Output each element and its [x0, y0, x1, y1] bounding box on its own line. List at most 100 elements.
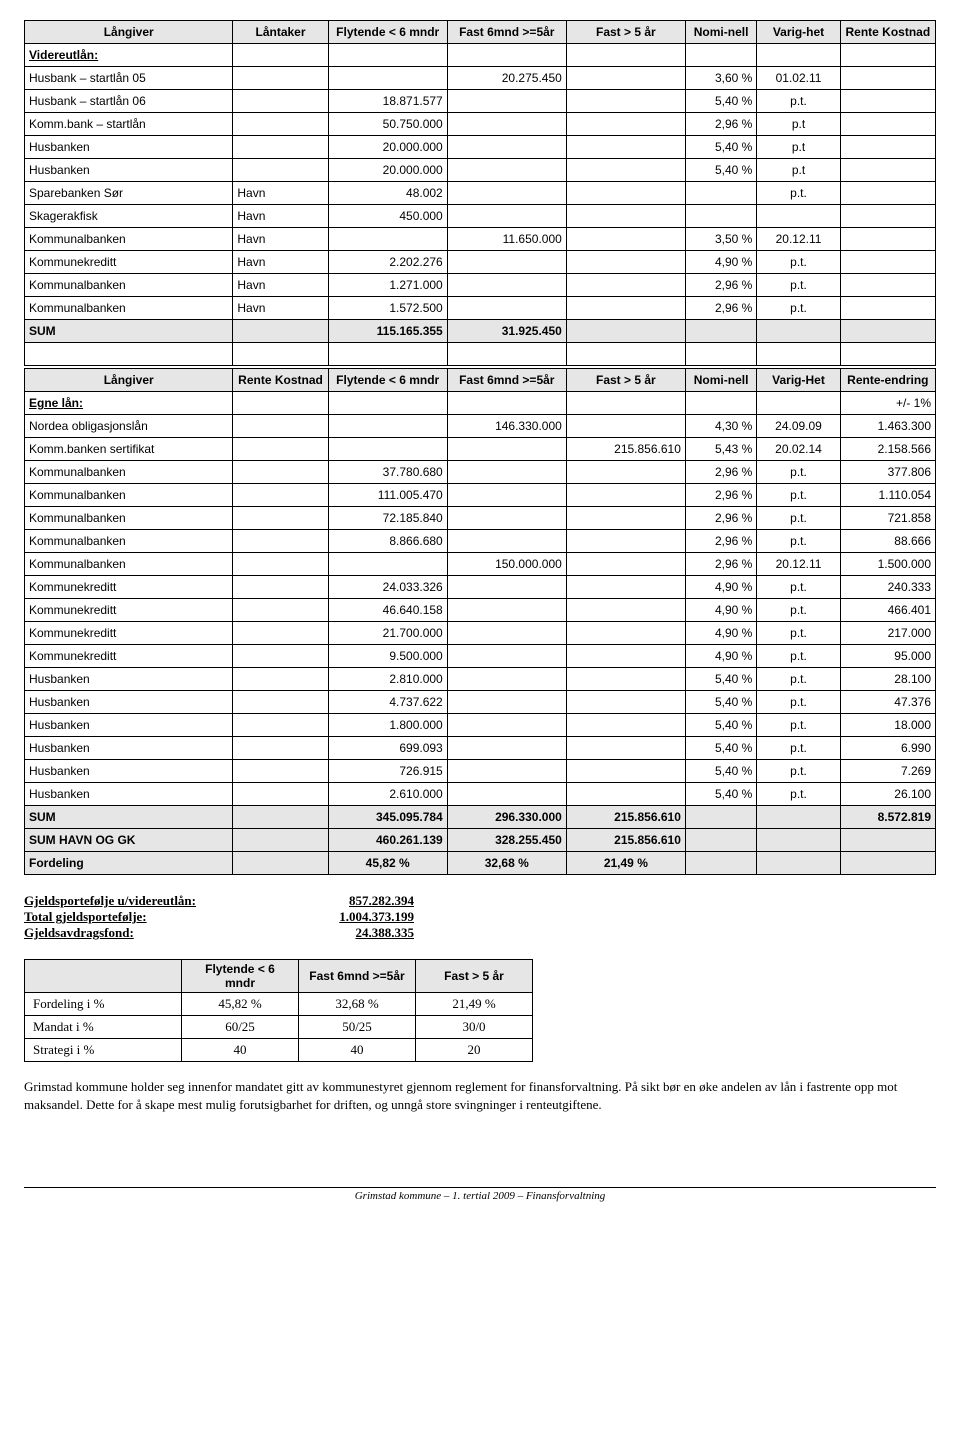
table-cell: Husbanken	[25, 737, 233, 760]
table-cell: Kommunekreditt	[25, 576, 233, 599]
table-row: Husbanken699.0935,40 %p.t.6.990	[25, 737, 936, 760]
table-cell: 95.000	[840, 645, 935, 668]
table-cell	[566, 553, 685, 576]
table-cell: 726.915	[328, 760, 447, 783]
table-cell	[566, 320, 685, 343]
table-cell	[566, 251, 685, 274]
table-row: Kommunalbanken37.780.6802,96 %p.t.377.80…	[25, 461, 936, 484]
table-cell	[233, 507, 328, 530]
table-cell	[233, 783, 328, 806]
table-cell: SUM	[25, 320, 233, 343]
table-cell: Komm.banken sertifikat	[25, 438, 233, 461]
table-cell: p.t.	[757, 691, 840, 714]
table-cell	[757, 392, 840, 415]
table-cell: 2,96 %	[685, 507, 756, 530]
table-cell: 5,40 %	[685, 737, 756, 760]
table-cell	[566, 113, 685, 136]
table-cell	[840, 251, 935, 274]
table-cell	[840, 343, 935, 366]
table-cell	[447, 599, 566, 622]
table-cell	[447, 90, 566, 113]
table-cell	[447, 760, 566, 783]
footer-text: Grimstad kommune – 1. tertial 2009 – Fin…	[355, 1190, 606, 1202]
table-cell: 2.158.566	[840, 438, 935, 461]
table-cell	[566, 44, 685, 67]
table-row: Komm.banken sertifikat215.856.6105,43 %2…	[25, 438, 936, 461]
table-cell	[328, 228, 447, 251]
table-cell: 5,40 %	[685, 691, 756, 714]
table-cell: 215.856.610	[566, 806, 685, 829]
table-cell: p.t.	[757, 622, 840, 645]
table-cell: 1.271.000	[328, 274, 447, 297]
table-cell	[447, 159, 566, 182]
table-cell	[328, 438, 447, 461]
table-cell	[447, 507, 566, 530]
table-cell: 88.666	[840, 530, 935, 553]
table-cell: Husbanken	[25, 760, 233, 783]
header-cell: Rente Kostnad	[840, 21, 935, 44]
summary-label: Total gjeldsportefølje:	[24, 909, 284, 925]
table-cell	[447, 205, 566, 228]
table-cell	[233, 320, 328, 343]
table-cell: Strategi i %	[25, 1039, 182, 1062]
table-cell: 4,90 %	[685, 251, 756, 274]
table-cell: p.t.	[757, 714, 840, 737]
table-row: Kommunekreditt46.640.1584,90 %p.t.466.40…	[25, 599, 936, 622]
table-cell: 32,68 %	[447, 852, 566, 875]
table-cell	[685, 182, 756, 205]
table-cell: 5,40 %	[685, 136, 756, 159]
table-cell: 4.737.622	[328, 691, 447, 714]
table-cell	[447, 645, 566, 668]
table-cell	[757, 852, 840, 875]
table-cell: Havn	[233, 182, 328, 205]
table-cell: 7.269	[840, 760, 935, 783]
table-cell	[566, 484, 685, 507]
header-cell: Låntaker	[233, 21, 328, 44]
table-cell	[447, 182, 566, 205]
table-cell: Husbanken	[25, 714, 233, 737]
table-row: KommunekredittHavn2.202.2764,90 %p.t.	[25, 251, 936, 274]
table-cell	[685, 320, 756, 343]
table-cell: Havn	[233, 205, 328, 228]
table-cell: p.t.	[757, 461, 840, 484]
table-cell: p.t.	[757, 576, 840, 599]
table-row: Husbanken1.800.0005,40 %p.t.18.000	[25, 714, 936, 737]
table-row: Husbank – startlån 0618.871.5775,40 %p.t…	[25, 90, 936, 113]
table-cell: 5,40 %	[685, 760, 756, 783]
table-cell	[566, 691, 685, 714]
table-cell	[566, 530, 685, 553]
table-cell	[566, 228, 685, 251]
table-cell: Husbanken	[25, 159, 233, 182]
summary-value: 1.004.373.199	[284, 909, 414, 925]
table-row: Mandat i %60/2550/2530/0	[25, 1016, 533, 1039]
table-cell: p.t	[757, 159, 840, 182]
table-cell	[233, 67, 328, 90]
table-cell: 4,90 %	[685, 622, 756, 645]
table-cell: 45,82 %	[328, 852, 447, 875]
table-cell: 20.02.14	[757, 438, 840, 461]
header-cell: Rente Kostnad	[233, 369, 328, 392]
table-cell: Kommunekreditt	[25, 645, 233, 668]
table-cell: 217.000	[840, 622, 935, 645]
table-cell: 50/25	[299, 1016, 416, 1039]
table-row: SkagerakfiskHavn450.000	[25, 205, 936, 228]
table-row: Fordeling i %45,82 %32,68 %21,49 %	[25, 993, 533, 1016]
table-cell	[233, 484, 328, 507]
table-cell: 1.110.054	[840, 484, 935, 507]
summary-label: Gjeldsavdragsfond:	[24, 925, 284, 941]
table-cell	[447, 392, 566, 415]
table-cell	[447, 622, 566, 645]
table-cell: 9.500.000	[328, 645, 447, 668]
table-cell	[840, 205, 935, 228]
table-row: KommunalbankenHavn1.271.0002,96 %p.t.	[25, 274, 936, 297]
table-cell: 30/0	[416, 1016, 533, 1039]
table-cell	[566, 714, 685, 737]
table-cell: 50.750.000	[328, 113, 447, 136]
table-cell	[566, 668, 685, 691]
table-cell: 40	[299, 1039, 416, 1062]
page-footer: Grimstad kommune – 1. tertial 2009 – Fin…	[24, 1183, 936, 1202]
table-cell: 2,96 %	[685, 553, 756, 576]
share-table: Flytende < 6 mndr Fast 6mnd >=5år Fast >…	[24, 959, 533, 1062]
table-cell: 28.100	[840, 668, 935, 691]
table-cell	[447, 297, 566, 320]
